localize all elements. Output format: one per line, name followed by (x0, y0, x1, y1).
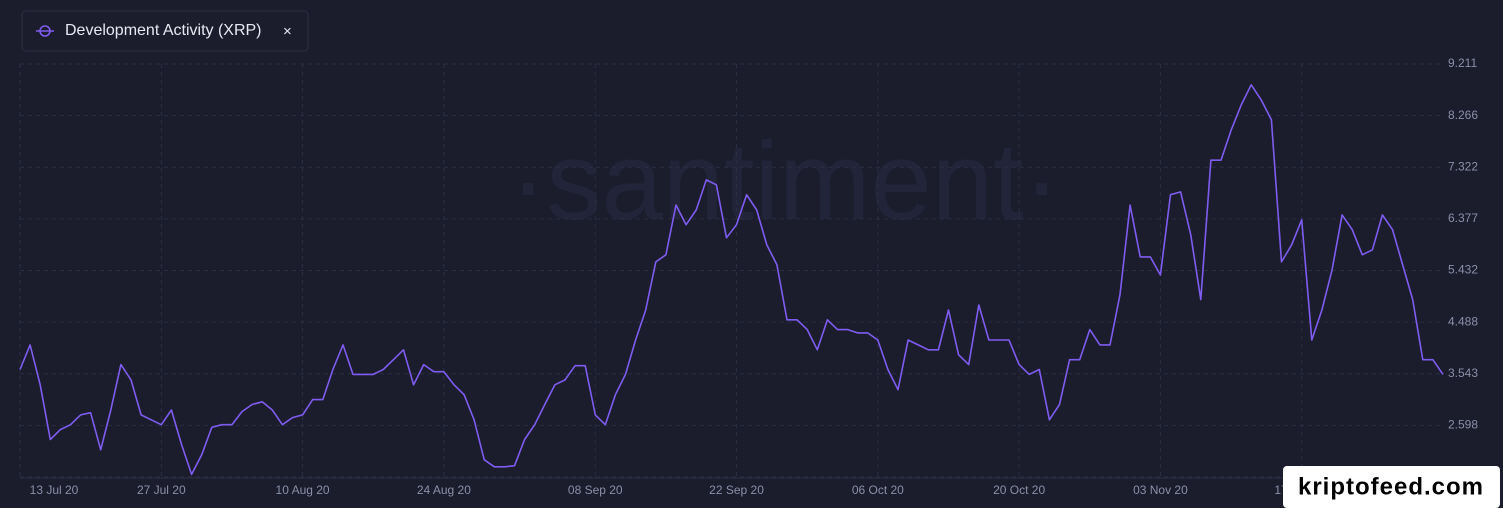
y-tick-label: 3.543 (1448, 366, 1478, 380)
marks (19, 84, 1444, 476)
x-tick-label: 22 Sep 20 (709, 483, 764, 497)
y-tick-label: 7.322 (1448, 159, 1478, 173)
x-tick-label: 10 Aug 20 (276, 483, 330, 497)
y-tick-label: 9.211 (1448, 56, 1477, 70)
legend-box (21, 10, 309, 52)
badge-text: kriptofeed.com (1298, 473, 1484, 500)
x-tick-label: 06 Oct 20 (852, 483, 904, 497)
x-tick-label: 20 Oct 20 (993, 483, 1045, 497)
x-tick-label: 08 Sep 20 (568, 483, 623, 497)
x-tick-label: 27 Jul 20 (137, 483, 186, 497)
y-tick-label: 6.377 (1448, 211, 1478, 225)
y-tick-label: 4.488 (1448, 314, 1478, 328)
badge-box (1283, 466, 1500, 508)
series-line (19, 84, 1444, 476)
watermark: ·santiment· (510, 120, 1060, 243)
y-tick-label: 5.432 (1448, 263, 1478, 277)
x-tick-label: 24 Aug 20 (417, 483, 471, 497)
legend-close[interactable]: × (283, 23, 292, 40)
y-tick-label: 8.266 (1448, 108, 1478, 122)
x-tick-label: 03 Nov 20 (1133, 483, 1188, 497)
x-tick-label: 13 Jul 20 (30, 483, 79, 497)
legend-label: Development Activity (XRP) (65, 22, 262, 39)
y-tick-label: 2.598 (1448, 418, 1478, 432)
